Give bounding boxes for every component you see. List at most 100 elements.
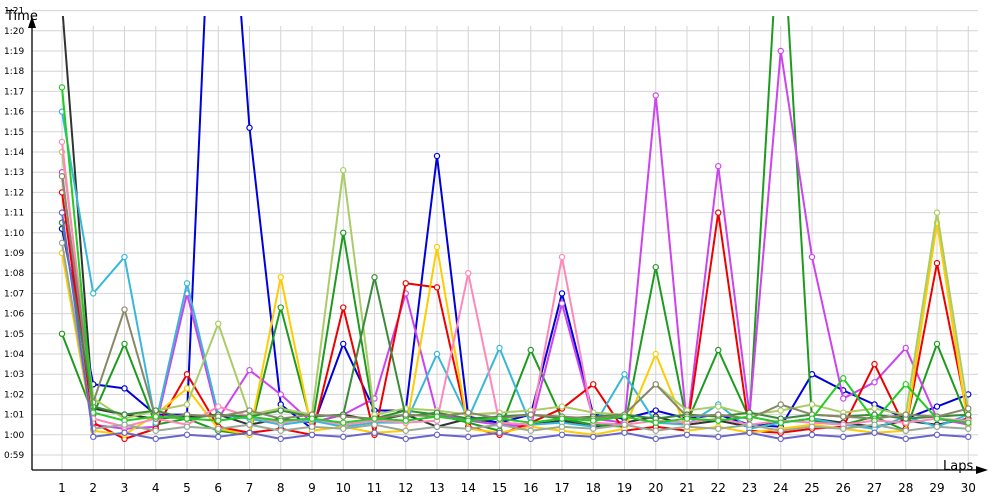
x-tick-label: 3 <box>121 481 129 495</box>
data-point <box>121 340 128 348</box>
y-tick-label: 1:09 <box>4 249 24 259</box>
data-point <box>933 431 941 438</box>
data-point <box>340 229 347 236</box>
data-point <box>558 300 566 307</box>
series-line <box>61 16 969 430</box>
data-point <box>121 253 128 261</box>
series-line <box>61 87 969 424</box>
x-axis-label: Laps <box>943 459 973 474</box>
data-point <box>340 166 347 174</box>
data-point <box>58 330 66 337</box>
data-point <box>433 413 441 420</box>
data-point <box>746 429 753 436</box>
data-point <box>402 411 409 418</box>
data-point <box>433 350 441 358</box>
y-axis-arrow <box>28 16 36 28</box>
data-point <box>121 385 128 392</box>
data-point <box>402 427 409 434</box>
data-point <box>746 413 753 420</box>
data-point <box>371 274 378 281</box>
x-tick-label: 25 <box>804 481 819 495</box>
data-point <box>965 405 972 412</box>
data-point <box>871 379 878 386</box>
data-point <box>465 270 472 277</box>
data-point <box>808 401 816 408</box>
data-point <box>215 433 222 441</box>
data-point <box>558 423 566 430</box>
data-point <box>871 405 878 412</box>
data-point <box>621 413 628 420</box>
data-point <box>152 435 159 443</box>
data-point <box>433 284 441 291</box>
data-point <box>152 413 159 420</box>
data-point <box>371 415 378 422</box>
data-point <box>121 411 128 418</box>
data-point <box>59 2 64 7</box>
data-point <box>277 304 284 311</box>
data-point <box>777 407 784 414</box>
data-point <box>121 421 128 428</box>
data-point <box>652 263 659 271</box>
data-point <box>527 435 534 443</box>
series-line <box>61 242 969 432</box>
x-tick-label: 14 <box>461 481 476 495</box>
y-tick-label: 1:19 <box>4 47 24 57</box>
x-tick-label: 29 <box>929 481 944 495</box>
y-tick-label: 0:59 <box>4 451 24 461</box>
data-point <box>590 417 597 424</box>
data-point <box>621 421 628 428</box>
data-point <box>777 47 784 55</box>
y-tick-label: 1:10 <box>4 229 24 239</box>
data-point <box>340 413 347 420</box>
data-point <box>965 419 972 426</box>
x-axis-arrow <box>976 466 988 474</box>
x-tick-label: 4 <box>152 481 160 495</box>
data-point <box>215 320 222 327</box>
y-tick-label: 1:06 <box>4 310 24 320</box>
data-point <box>652 427 659 434</box>
data-point <box>652 92 659 99</box>
series-2 <box>58 16 972 432</box>
series-line <box>61 16 970 436</box>
data-point <box>840 425 847 432</box>
y-tick-label: 1:17 <box>4 87 24 97</box>
data-point <box>433 423 441 430</box>
data-point <box>840 375 847 382</box>
data-point <box>402 417 409 424</box>
x-tick-label: 5 <box>183 481 191 495</box>
data-point <box>871 421 878 428</box>
data-point <box>871 360 878 368</box>
data-point <box>340 433 347 441</box>
y-tick-label: 1:04 <box>4 350 24 360</box>
series-line <box>61 176 969 420</box>
data-point <box>965 433 972 441</box>
data-point <box>933 403 941 410</box>
data-point <box>933 423 941 430</box>
y-tick-label: 1:14 <box>4 148 24 158</box>
data-point <box>808 423 816 430</box>
data-point <box>183 280 191 287</box>
data-point <box>715 346 722 354</box>
data-point <box>90 290 97 297</box>
x-tick-label: 24 <box>773 481 788 495</box>
data-point <box>527 419 534 426</box>
data-point <box>527 411 534 418</box>
data-point <box>308 423 316 430</box>
y-tick-label: 1:01 <box>4 411 24 421</box>
data-point <box>652 419 659 426</box>
series-12 <box>58 84 972 426</box>
data-point <box>433 431 441 438</box>
tick-labels: 0:59 1:00 1:01 1:02 1:03 1:04 1:05 1:06 1:07 1:08… <box>4 7 976 495</box>
x-tick-label: 7 <box>246 481 254 495</box>
data-point <box>590 381 597 388</box>
y-tick-label: 1:07 <box>4 289 24 299</box>
data-point <box>715 433 722 441</box>
y-axis-label: Time <box>5 9 38 24</box>
data-point <box>183 371 191 378</box>
data-point <box>277 391 284 398</box>
data-point <box>715 417 722 424</box>
y-tick-label: 1:02 <box>4 390 24 400</box>
data-point <box>277 435 284 443</box>
data-point <box>965 425 972 432</box>
data-point <box>902 344 909 352</box>
